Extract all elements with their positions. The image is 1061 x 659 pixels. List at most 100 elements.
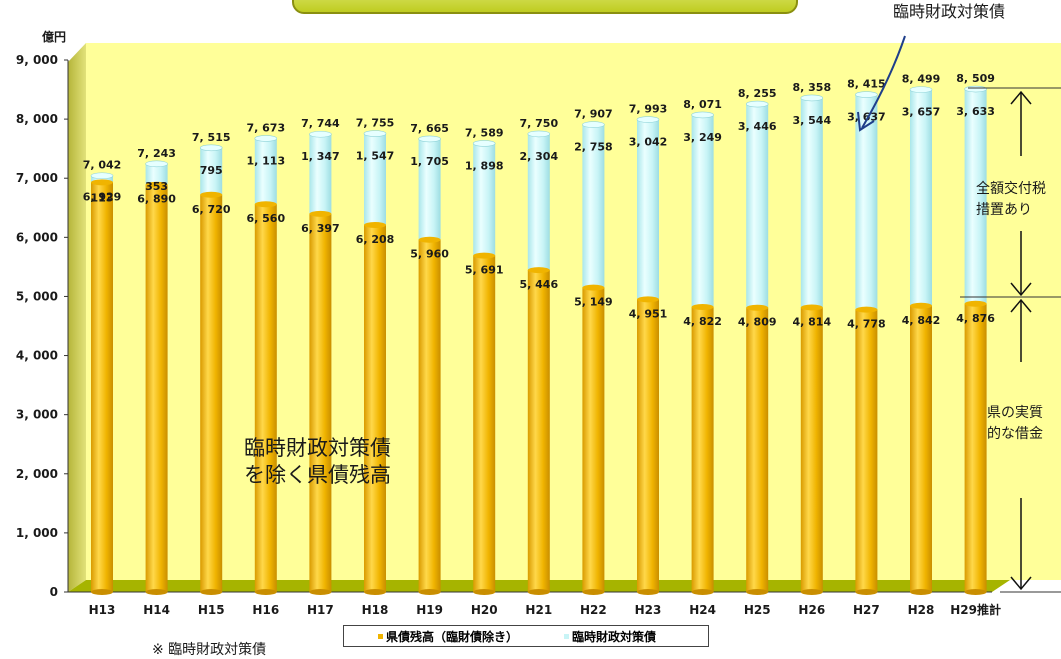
total-label: 8, 358 — [792, 81, 831, 94]
cyan-value-label: 3, 446 — [738, 120, 777, 133]
total-label: 8, 499 — [902, 73, 941, 86]
x-tick-label: H15 — [198, 603, 225, 617]
bar-top-cap — [199, 144, 223, 152]
bar-cyan — [364, 133, 386, 226]
gold-value-label: 6, 890 — [137, 193, 176, 206]
bar-gold-base — [964, 589, 987, 595]
inner-label-line2: を除く県債残高 — [244, 463, 391, 487]
bar-gold — [855, 309, 878, 592]
bar-cyan — [800, 97, 823, 308]
bar-gold-base — [691, 589, 714, 595]
bar-cyan — [145, 163, 168, 185]
upper-down-arrow — [1010, 231, 1032, 297]
bar-cyan — [910, 89, 932, 306]
bar-top-cap — [745, 100, 769, 108]
cyan-value-label: 1, 347 — [301, 150, 340, 163]
bar-gold — [527, 270, 550, 592]
bar-gold-base — [800, 589, 823, 595]
cyan-value-label: 3, 544 — [792, 114, 831, 127]
gold-value-label: 6, 208 — [356, 233, 395, 246]
cyan-value-label: 2, 304 — [519, 150, 558, 163]
bar-cyan-seam — [637, 296, 659, 303]
gold-value-label: 5, 691 — [465, 264, 504, 277]
x-tick-label: H24 — [689, 603, 716, 617]
bar-cyan — [473, 143, 496, 256]
bar-gold-base — [91, 589, 113, 595]
x-tick-label: H27 — [853, 603, 880, 617]
bar-top-cap — [582, 121, 605, 128]
gold-value-label: 6, 560 — [246, 212, 285, 225]
bar-gold — [582, 287, 605, 592]
bar-cyan — [527, 133, 550, 271]
bar-cyan-seam — [527, 267, 550, 274]
cyan-value-label: 3, 633 — [956, 105, 995, 118]
lower-down-arrow — [1010, 498, 1032, 591]
x-tick-label: H22 — [580, 603, 607, 617]
x-tick-label: H26 — [798, 603, 825, 617]
gold-value-label: 4, 822 — [683, 315, 722, 328]
x-tick-label: H18 — [362, 603, 389, 617]
bar-gold — [910, 305, 932, 592]
total-label: 7, 243 — [137, 147, 176, 160]
total-label: 7, 665 — [410, 122, 449, 135]
bar-gold — [473, 255, 496, 592]
cyan-value-label: 795 — [200, 164, 223, 177]
gold-value-label: 5, 446 — [519, 278, 558, 291]
y-tick-label: 0 — [50, 585, 58, 599]
bar-cyan — [637, 119, 659, 300]
x-tick-label: H23 — [635, 603, 662, 617]
total-label: 7, 673 — [246, 121, 285, 134]
legend-swatch-gold — [378, 633, 383, 639]
bar-gold-base — [145, 589, 168, 595]
top-right-callout-label: 臨時財政対策債 — [893, 2, 1006, 21]
bar-gold — [964, 303, 987, 592]
bar-gold-base — [582, 589, 605, 595]
bar-cyan-seam — [473, 252, 496, 259]
bar-gold-base — [910, 589, 932, 595]
legend: 県債残高（臨財債除き） 臨時財政対策債 — [343, 625, 709, 647]
right-upper-label-line1: 全額交付税 — [976, 181, 1046, 197]
y-tick-label: 2, 000 — [16, 467, 58, 481]
bar-top-cap — [472, 140, 496, 147]
gold-value-label: 5, 149 — [574, 296, 613, 309]
bar-cyan-seam — [91, 179, 113, 186]
total-label: 7, 750 — [519, 117, 558, 130]
y-tick-label: 8, 000 — [16, 112, 58, 126]
bar-cyan — [964, 89, 987, 304]
y-tick-label: 7, 000 — [16, 171, 58, 185]
total-label: 8, 415 — [847, 78, 886, 91]
y-tick-label: 6, 000 — [16, 230, 58, 244]
bar-top-cap — [800, 94, 824, 102]
bar-cyan — [200, 147, 223, 195]
total-label: 7, 042 — [83, 159, 122, 172]
right-lower-label-line1: 県の実質 — [987, 405, 1043, 421]
gold-value-label: 4, 814 — [792, 315, 831, 328]
total-label: 7, 993 — [629, 103, 668, 116]
bar-gold-base — [309, 589, 332, 595]
bar-cyan-seam — [746, 304, 769, 311]
y-tick-label: 3, 000 — [16, 408, 58, 422]
bar-cyan-seam — [582, 284, 605, 291]
plot-side-wall — [68, 43, 86, 592]
y-tick-label: 4, 000 — [16, 349, 58, 363]
legend-swatch-cyan — [564, 633, 570, 639]
cyan-value-label: 3, 249 — [683, 131, 722, 144]
bar-top-cap — [363, 130, 387, 137]
cyan-value-label: 3, 637 — [847, 111, 886, 124]
bar-top-cap — [309, 130, 332, 138]
gold-value-label: 4, 809 — [738, 316, 777, 329]
y-tick-label: 9, 000 — [16, 53, 58, 67]
bar-cyan-seam — [910, 302, 932, 309]
total-label: 7, 744 — [301, 117, 340, 130]
bar-gold — [200, 194, 223, 593]
total-label: 7, 515 — [192, 131, 231, 144]
x-tick-label: H20 — [471, 603, 498, 617]
x-tick-label: H13 — [89, 603, 116, 617]
bar-gold — [254, 204, 277, 592]
bar-top-cap — [855, 91, 878, 98]
bar-gold — [637, 299, 659, 592]
bar-cyan — [418, 138, 441, 240]
cyan-value-label: 353 — [145, 180, 168, 193]
x-tick-label: H19 — [416, 603, 443, 617]
